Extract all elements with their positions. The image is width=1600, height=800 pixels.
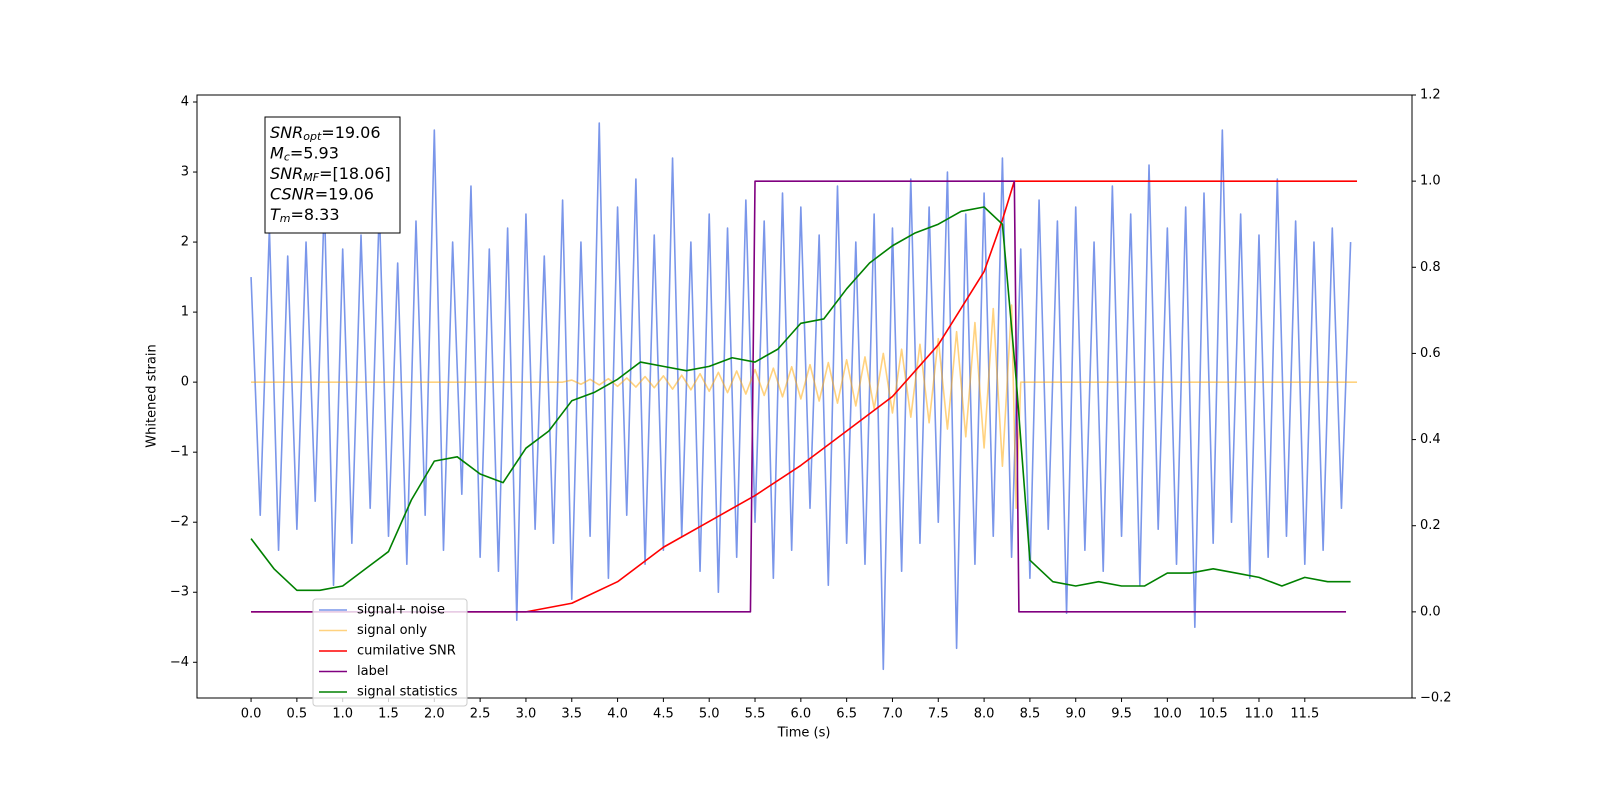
x-tick-label: 9.5 — [1111, 707, 1132, 722]
plot-frame — [196, 94, 1413, 699]
y2-tick-label: 0.4 — [1420, 432, 1441, 447]
y-tick-label: 2 — [181, 235, 189, 250]
legend-label: signal statistics — [357, 685, 458, 700]
annotation-name: M — [270, 143, 284, 162]
annotation-line: Mc=5.93 — [270, 143, 339, 164]
x-tick-label: 4.0 — [607, 707, 628, 722]
y2-tick-label: −0.2 — [1420, 691, 1452, 706]
x-tick-label: 6.0 — [790, 707, 811, 722]
y-tick-label: −2 — [170, 515, 189, 530]
series-line — [251, 180, 1347, 613]
annotation-name: CSNR — [270, 184, 315, 203]
x-tick-label: 0.5 — [287, 707, 308, 722]
annotation-value: =19.06 — [321, 123, 380, 142]
x-tick-label: 11.5 — [1290, 707, 1319, 722]
x-tick-label: 5.0 — [699, 707, 720, 722]
legend-label: signal+ noise — [357, 603, 445, 618]
y-tick-label: −1 — [170, 445, 189, 460]
x-tick-label: 9.0 — [1065, 707, 1086, 722]
x-tick-label: 0.0 — [241, 707, 262, 722]
y-tick-label: 0 — [181, 375, 189, 390]
legend-box — [312, 598, 468, 707]
x-tick-label: 7.0 — [882, 707, 903, 722]
x-tick-label: 10.5 — [1199, 707, 1228, 722]
annotation-sub: m — [280, 212, 291, 225]
annotation-line: SNRMF=[18.06] — [270, 164, 391, 185]
annotation-name: T — [270, 205, 281, 224]
y2-tick-label: 1.2 — [1420, 88, 1441, 103]
y2-tick-label: 0.0 — [1420, 604, 1441, 619]
annotation-name: SNR — [270, 164, 303, 183]
annotation-value: =[18.06] — [319, 164, 391, 183]
legend-label: label — [357, 664, 388, 679]
annotation-line: CSNR=19.06 — [270, 184, 374, 203]
x-tick-label: 3.0 — [516, 707, 537, 722]
legend-label: cumilative SNR — [357, 644, 456, 659]
annotation-sub: c — [284, 151, 290, 164]
annotation-value: =5.93 — [290, 143, 339, 162]
x-axis-label: Time (s) — [777, 726, 831, 741]
annotation-value: =19.06 — [315, 184, 374, 203]
series-line — [250, 206, 1351, 592]
y-tick-label: 1 — [181, 305, 189, 320]
x-tick-label: 3.5 — [561, 707, 582, 722]
y-tick-label: −4 — [170, 655, 189, 670]
x-tick-label: 2.5 — [470, 707, 491, 722]
y2-tick-label: 1.0 — [1420, 174, 1441, 189]
y-tick-label: −3 — [170, 585, 189, 600]
y-tick-label: 3 — [181, 165, 189, 180]
annotation-value: =8.33 — [291, 205, 340, 224]
x-tick-label: 8.5 — [1020, 707, 1041, 722]
x-tick-label: 11.0 — [1245, 707, 1274, 722]
y2-tick-label: 0.6 — [1420, 346, 1441, 361]
x-tick-label: 10.0 — [1153, 707, 1182, 722]
y-tick-label: 4 — [181, 95, 189, 110]
legend-label: signal only — [357, 623, 427, 638]
annotation-box — [264, 116, 401, 234]
annotation-name: SNR — [270, 123, 303, 142]
series-line — [251, 180, 1358, 613]
x-tick-label: 1.0 — [332, 707, 353, 722]
x-tick-label: 1.5 — [378, 707, 399, 722]
annotation-line: Tm=8.33 — [270, 205, 340, 226]
annotation-sub: MF — [303, 171, 319, 184]
x-tick-label: 7.5 — [928, 707, 949, 722]
annotation-sub: opt — [303, 130, 322, 143]
y2-tick-label: 0.2 — [1420, 518, 1441, 533]
x-tick-label: 4.5 — [653, 707, 674, 722]
x-tick-label: 5.5 — [745, 707, 766, 722]
x-tick-label: 8.0 — [974, 707, 995, 722]
x-tick-label: 6.5 — [836, 707, 857, 722]
x-tick-label: 2.0 — [424, 707, 445, 722]
y-axis-label: Whitened strain — [145, 344, 160, 447]
y2-tick-label: 0.8 — [1420, 260, 1441, 275]
annotation-line: SNRopt=19.06 — [270, 123, 381, 144]
series-line — [250, 122, 1352, 671]
series-line — [251, 304, 1358, 510]
